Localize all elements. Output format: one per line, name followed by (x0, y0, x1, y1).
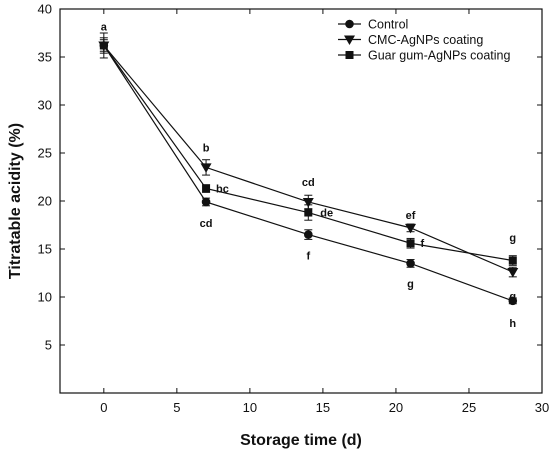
significance-label: f (421, 238, 425, 250)
x-axis-title: Storage time (d) (240, 432, 362, 449)
x-tick-label: 25 (462, 400, 476, 415)
significance-label: cd (200, 218, 213, 230)
significance-label: h (509, 318, 516, 330)
x-tick-label: 5 (173, 400, 180, 415)
data-point (406, 259, 415, 268)
series-marks (98, 32, 519, 306)
significance-label: a (101, 21, 108, 33)
legend-marker (345, 19, 354, 29)
significance-label: g (407, 278, 414, 290)
y-tick-label: 35 (38, 50, 52, 65)
x-tick-label: 0 (100, 400, 107, 415)
axes (59, 8, 543, 394)
x-tick-label: 20 (389, 400, 403, 415)
legend-marker (345, 51, 354, 59)
x-tick-label: 30 (535, 400, 549, 415)
data-point (200, 163, 212, 173)
data-point (508, 256, 517, 265)
data-point (304, 208, 313, 217)
significance-label: b (203, 142, 210, 154)
legend-label: Control (368, 18, 408, 32)
y-axis-title: Titratable acidity (%) (7, 123, 24, 279)
y-tick-label: 15 (38, 242, 52, 257)
x-tick-label: 15 (316, 400, 330, 415)
data-point (406, 239, 415, 248)
x-tick-label: 10 (243, 400, 257, 415)
data-point (302, 197, 314, 208)
annotations: a b bc cd cd de f ef f g g g h (101, 21, 517, 329)
data-point (202, 184, 211, 193)
plot-frame (59, 8, 543, 394)
significance-label: g (509, 291, 516, 303)
y-tick-label: 40 (38, 2, 52, 17)
series-line-2 (103, 45, 513, 262)
significance-label: ef (406, 210, 416, 222)
data-point (201, 197, 211, 207)
y-tick-label: 25 (38, 146, 52, 161)
y-tick-label: 20 (38, 194, 52, 209)
significance-label: g (509, 233, 516, 245)
data-point (508, 296, 518, 306)
legend-label: CMC-AgNPs coating (368, 33, 483, 47)
significance-label: cd (302, 177, 315, 189)
significance-label: f (306, 251, 310, 263)
data-point (304, 230, 313, 239)
y-tick-label: 30 (38, 98, 52, 113)
significance-label: de (320, 208, 333, 220)
data-point (405, 223, 417, 234)
y-tick-label: 10 (38, 290, 52, 305)
y-tick-label: 5 (45, 338, 52, 353)
data-point (507, 268, 519, 278)
significance-label: bc (216, 184, 229, 196)
data-point (99, 41, 108, 50)
legend-label: Guar gum-AgNPs coating (368, 49, 510, 63)
ticks: 0 5 10 15 20 25 30 5 10 15 20 25 30 35 40 (38, 2, 550, 416)
legend-marker (344, 35, 355, 45)
